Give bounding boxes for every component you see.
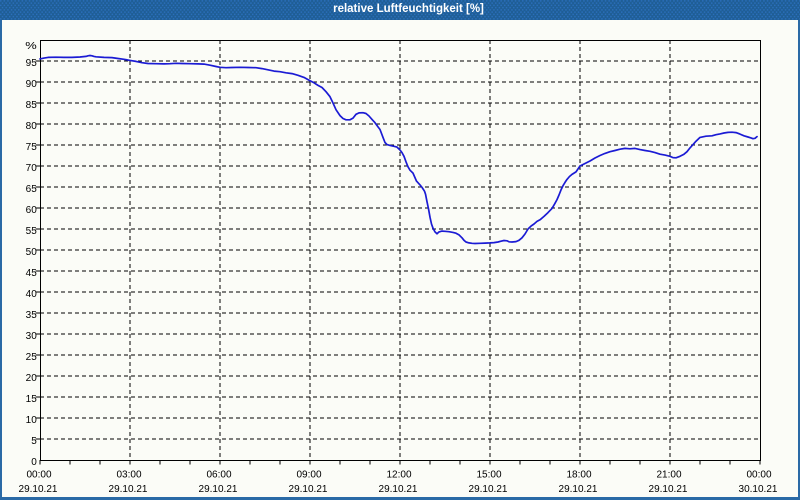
svg-text:10: 10	[26, 415, 38, 426]
svg-text:40: 40	[26, 289, 38, 300]
svg-text:90: 90	[26, 79, 38, 90]
svg-text:29.10.21: 29.10.21	[109, 484, 148, 495]
svg-text:12:00: 12:00	[386, 470, 411, 481]
svg-text:03:00: 03:00	[116, 470, 141, 481]
svg-text:70: 70	[26, 163, 38, 174]
svg-text:35: 35	[26, 310, 38, 321]
svg-text:15:00: 15:00	[476, 470, 501, 481]
svg-text:21:00: 21:00	[656, 470, 681, 481]
svg-text:20: 20	[26, 373, 38, 384]
svg-text:25: 25	[26, 352, 38, 363]
svg-text:29.10.21: 29.10.21	[379, 484, 418, 495]
svg-text:50: 50	[26, 247, 38, 258]
svg-text:85: 85	[26, 100, 38, 111]
svg-text:06:00: 06:00	[206, 470, 231, 481]
svg-text:15: 15	[26, 394, 38, 405]
svg-text:09:00: 09:00	[296, 470, 321, 481]
svg-text:0: 0	[31, 457, 37, 468]
svg-text:5: 5	[31, 436, 37, 447]
svg-text:29.10.21: 29.10.21	[289, 484, 328, 495]
svg-text:29.10.21: 29.10.21	[19, 484, 58, 495]
svg-text:18:00: 18:00	[566, 470, 591, 481]
svg-text:29.10.21: 29.10.21	[559, 484, 598, 495]
svg-text:30: 30	[26, 331, 38, 342]
svg-text:00:00: 00:00	[26, 470, 51, 481]
svg-text:75: 75	[26, 142, 38, 153]
svg-text:45: 45	[26, 268, 38, 279]
svg-text:65: 65	[26, 184, 38, 195]
svg-text:29.10.21: 29.10.21	[469, 484, 508, 495]
svg-text:00:00: 00:00	[746, 470, 771, 481]
svg-text:30.10.21: 30.10.21	[739, 484, 778, 495]
svg-text:29.10.21: 29.10.21	[199, 484, 238, 495]
svg-text:60: 60	[26, 205, 38, 216]
svg-text:29.10.21: 29.10.21	[649, 484, 688, 495]
svg-text:95: 95	[26, 58, 38, 69]
svg-text:80: 80	[26, 121, 38, 132]
svg-text:%: %	[25, 41, 37, 52]
svg-text:55: 55	[26, 226, 38, 237]
